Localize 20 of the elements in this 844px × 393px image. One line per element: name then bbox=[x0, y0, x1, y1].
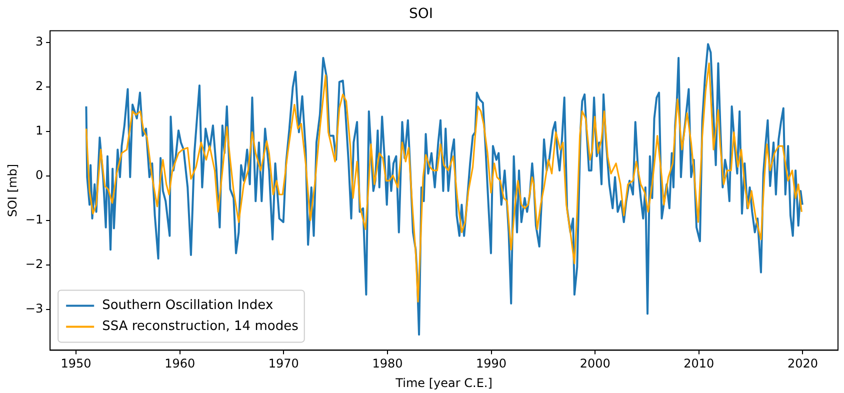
y-axis-title: SOI [mb] bbox=[5, 164, 20, 218]
y-tick-label: −1 bbox=[25, 212, 44, 226]
y-tick-label: −2 bbox=[25, 256, 44, 271]
x-tick-label: 2010 bbox=[684, 356, 714, 371]
x-axis-title: Time [year C.E.] bbox=[394, 376, 492, 390]
x-tick-label: 1990 bbox=[476, 356, 507, 371]
x-tick-label: 2020 bbox=[787, 356, 818, 371]
y-tick-label: −3 bbox=[25, 301, 44, 316]
x-tick-label: 1950 bbox=[60, 356, 92, 371]
chart-title: SOI bbox=[408, 6, 434, 22]
x-tick-label: 1970 bbox=[268, 356, 299, 371]
legend-label: SSA reconstruction, 14 modes bbox=[102, 319, 299, 334]
y-tick-label: 1 bbox=[35, 123, 44, 138]
x-tick-label: 1960 bbox=[164, 356, 196, 371]
y-tick-label: 2 bbox=[35, 78, 44, 93]
x-tick-label: 2000 bbox=[580, 356, 610, 371]
y-tick-label: 3 bbox=[35, 34, 44, 48]
y-tick-label: 0 bbox=[35, 168, 44, 182]
x-tick-label: 1980 bbox=[372, 356, 403, 371]
legend-label: Southern Oscillation Index bbox=[102, 298, 274, 314]
